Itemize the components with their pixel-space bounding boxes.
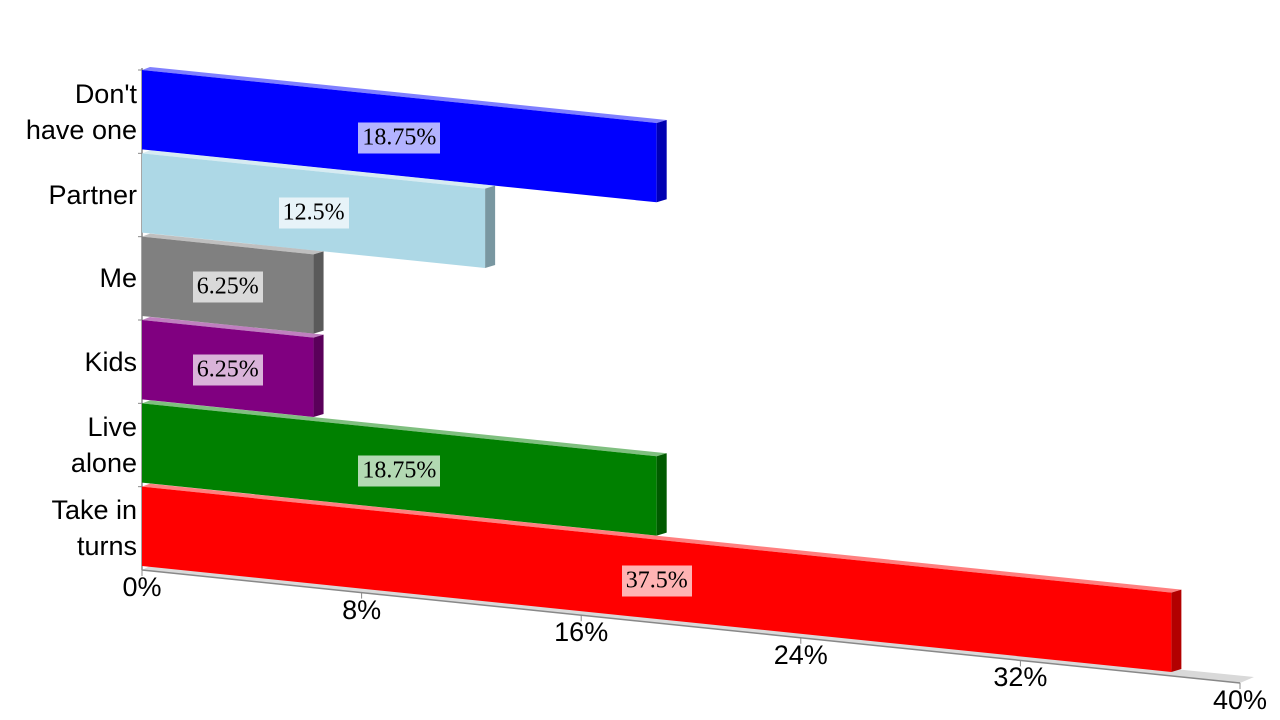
bar-side bbox=[313, 334, 324, 417]
bar-top bbox=[142, 400, 667, 457]
bar-top bbox=[142, 233, 324, 255]
bar-side bbox=[313, 251, 324, 334]
bar-top bbox=[142, 67, 667, 123]
y-tick-label: Kids bbox=[84, 346, 137, 377]
x-tick-label: 32% bbox=[993, 662, 1048, 693]
y-tick-label: Take in turns bbox=[51, 495, 137, 562]
x-tick-label: 8% bbox=[342, 594, 382, 625]
bar-side bbox=[656, 453, 667, 536]
floor bbox=[142, 566, 1254, 683]
x-tick-label: 16% bbox=[554, 617, 609, 648]
value-label: 37.5% bbox=[621, 565, 692, 597]
bar-top bbox=[142, 150, 496, 189]
x-axis bbox=[141, 569, 1241, 684]
bar-top bbox=[142, 483, 1182, 593]
x-tick-label: 24% bbox=[773, 639, 828, 670]
y-tick-label: Me bbox=[99, 263, 137, 294]
y-tick-label: Partner bbox=[48, 180, 137, 210]
bar-side bbox=[1171, 589, 1182, 672]
value-label: 6.25% bbox=[192, 354, 263, 386]
x-tick-label: 0% bbox=[122, 572, 162, 602]
bar-top bbox=[142, 317, 324, 338]
bar-side bbox=[485, 185, 496, 268]
bar-side bbox=[656, 119, 667, 203]
value-label: 18.75% bbox=[358, 455, 441, 487]
value-label: 18.75% bbox=[358, 122, 441, 154]
y-tick-label: Don't have one bbox=[25, 78, 137, 145]
value-label: 12.5% bbox=[278, 197, 349, 229]
value-label: 6.25% bbox=[192, 271, 263, 303]
y-tick-label: Live alone bbox=[70, 412, 137, 478]
x-tick-label: 40% bbox=[1212, 685, 1268, 715]
